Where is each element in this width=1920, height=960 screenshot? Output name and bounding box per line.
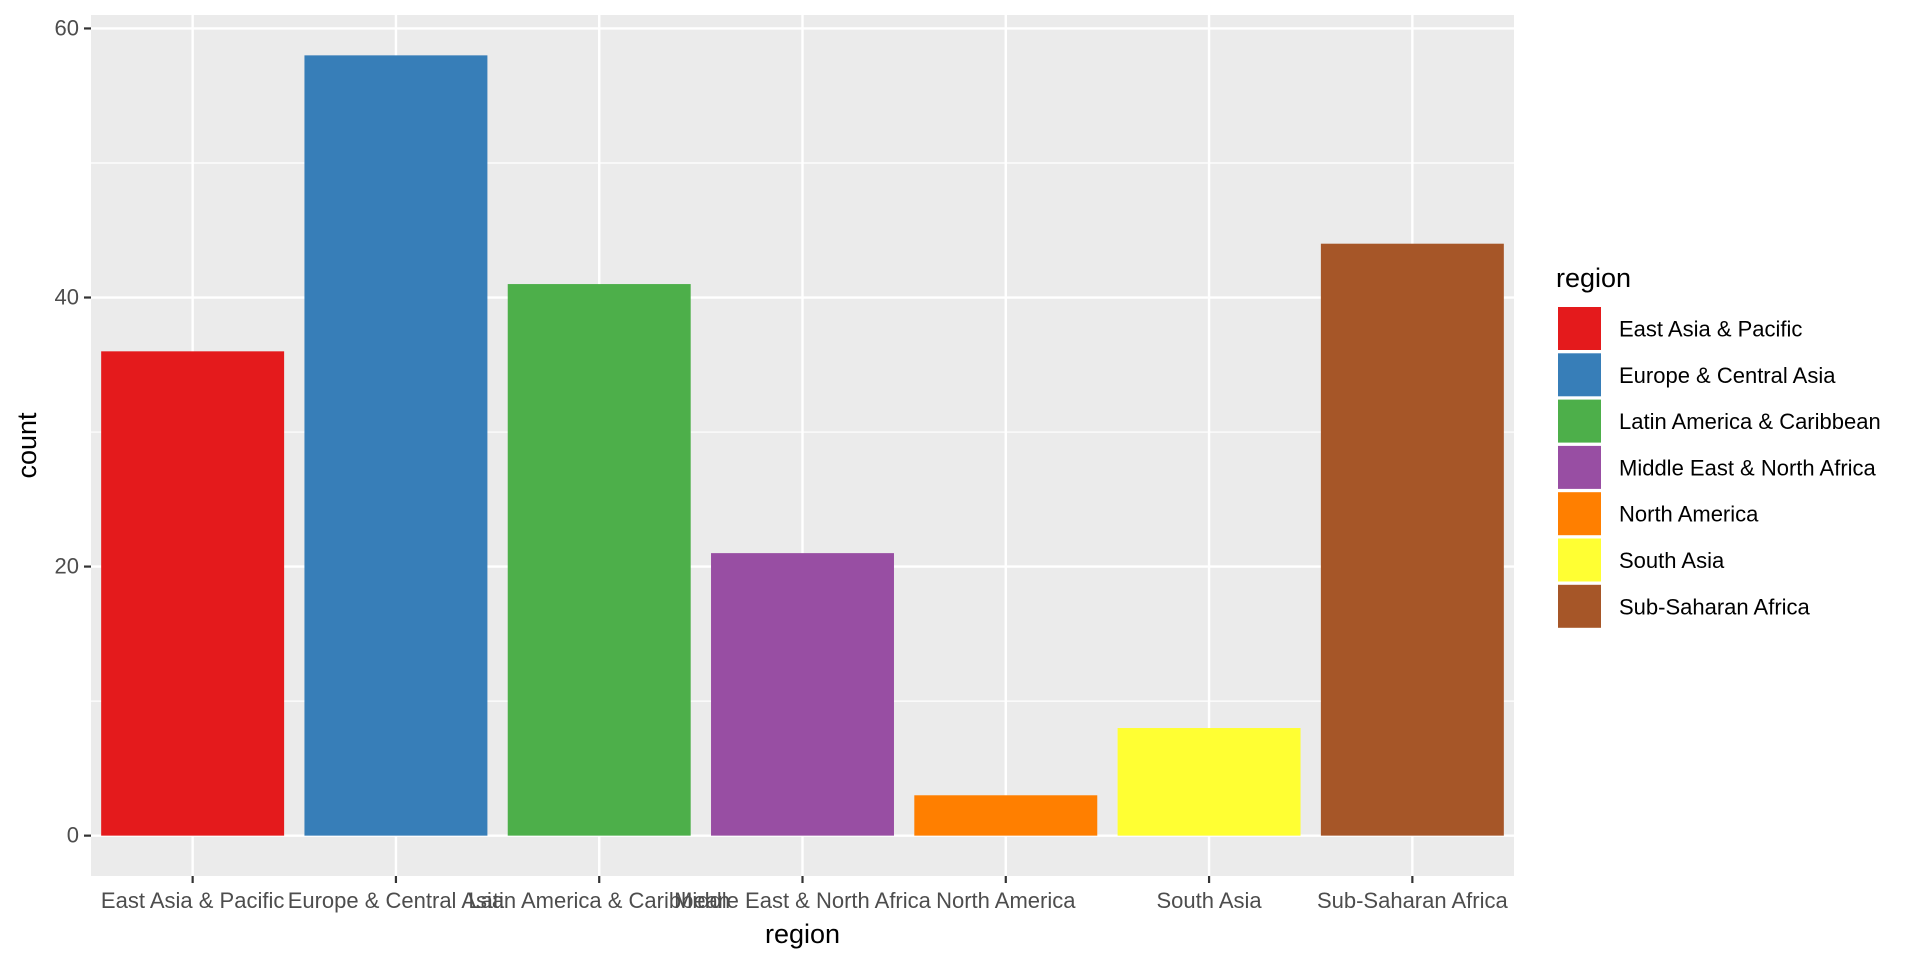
x-tick-label: Latin America & Caribbean [468,888,730,913]
legend-key [1558,538,1601,582]
bar [711,553,894,836]
bar [1117,728,1301,836]
legend-key [1558,584,1601,628]
legend-items: East Asia & Pacific Europe & Central Asia… [1558,307,1881,628]
bar [507,284,691,836]
y-axis: 0 20 40 60 [55,15,91,848]
y-tick-label: 20 [55,554,79,579]
legend-label: Sub-Saharan Africa [1619,594,1811,619]
x-tick-label: Europe & Central Asia [288,888,505,913]
legend-key [1558,399,1601,443]
bar [304,55,488,836]
bar [1320,243,1504,836]
legend-label: Latin America & Caribbean [1619,409,1881,434]
legend-key [1558,353,1601,397]
legend-key [1558,445,1601,489]
x-tick-label: Middle East & North Africa [674,888,932,913]
y-tick-label: 60 [55,15,79,40]
x-tick-label: South Asia [1156,888,1262,913]
y-tick-label: 40 [55,285,79,310]
x-tick-label: North America [936,888,1076,913]
legend: region East Asia & Pacific Europe & Centr… [1556,263,1881,628]
x-axis-title: region [765,919,840,949]
legend-label: North America [1619,502,1759,527]
x-tick-label: East Asia & Pacific [101,888,284,913]
legend-label: Middle East & North Africa [1619,455,1877,480]
y-tick-label: 0 [67,823,79,848]
legend-label: Europe & Central Asia [1619,363,1836,388]
legend-label: East Asia & Pacific [1619,317,1802,342]
y-axis-title: count [12,412,42,479]
legend-label: South Asia [1619,548,1725,573]
x-tick-label: Sub-Saharan Africa [1317,888,1509,913]
x-axis: East Asia & Pacific Europe & Central Asia… [101,876,1509,913]
bars [101,55,1504,836]
legend-key [1558,492,1601,536]
bar [914,795,1098,836]
legend-key [1558,307,1601,350]
legend-title: region [1556,263,1631,293]
bar [101,351,285,836]
